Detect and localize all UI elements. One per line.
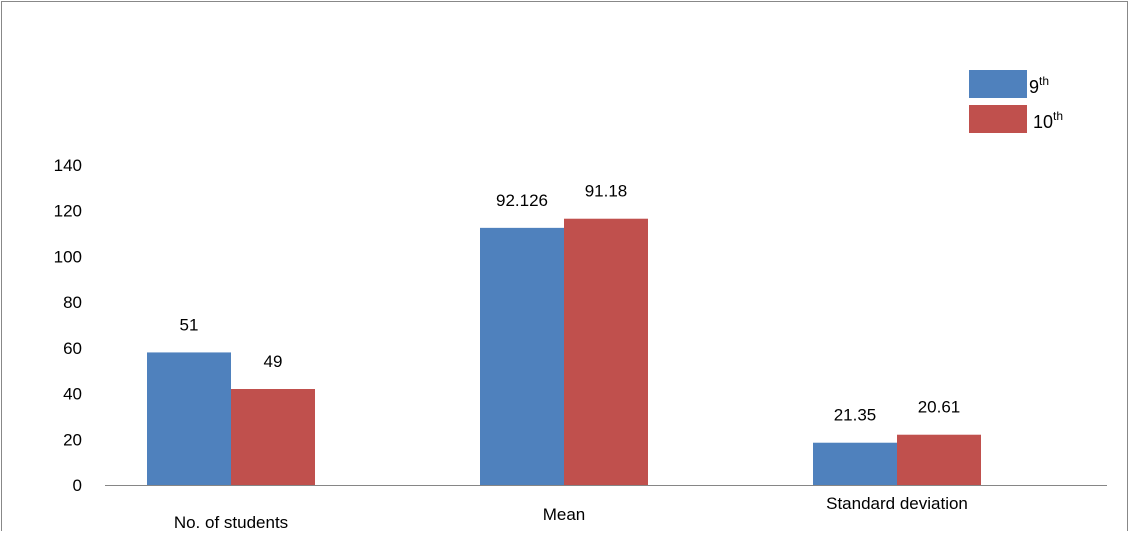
y-tick-label: 60 [63, 339, 82, 358]
bar-series2 [231, 389, 315, 485]
data-label: 51 [180, 315, 199, 334]
legend-label-superscript: th [1053, 109, 1063, 123]
data-label: 20.61 [918, 398, 961, 417]
y-tick-label: 20 [63, 430, 82, 449]
data-label: 21.35 [834, 406, 877, 425]
legend-label: 9th [1029, 74, 1049, 97]
plot-area: 0 20 40 60 80 100 120 140 51 92.126 21.35 49 91.18 20… [54, 156, 1107, 532]
legend-swatch [969, 70, 1027, 98]
bar-series1 [480, 227, 564, 485]
bar-series2 [564, 218, 648, 485]
legend-label-base: 9 [1029, 77, 1039, 97]
y-tick-label: 140 [54, 156, 82, 175]
legend-label-superscript: th [1039, 74, 1049, 88]
bar-series1 [147, 352, 231, 485]
legend-swatch [969, 105, 1027, 133]
y-tick-label: 40 [63, 385, 82, 404]
y-tick-label: 100 [54, 247, 82, 266]
y-tick-label: 120 [54, 202, 82, 221]
data-label: 91.18 [585, 182, 628, 201]
y-tick-label: 0 [73, 476, 82, 495]
x-category-label: No. of students [174, 513, 288, 531]
legend-label-base: 10 [1033, 112, 1053, 132]
data-label: 92.126 [496, 191, 548, 210]
bar-series2 [897, 434, 981, 485]
y-tick-label: 80 [63, 293, 82, 312]
bar-series1 [813, 442, 897, 485]
legend-label: 10th [1033, 109, 1063, 132]
x-category-label: Mean [543, 505, 586, 524]
data-label: 49 [264, 352, 283, 371]
x-category-label: Standard deviation [826, 494, 968, 513]
